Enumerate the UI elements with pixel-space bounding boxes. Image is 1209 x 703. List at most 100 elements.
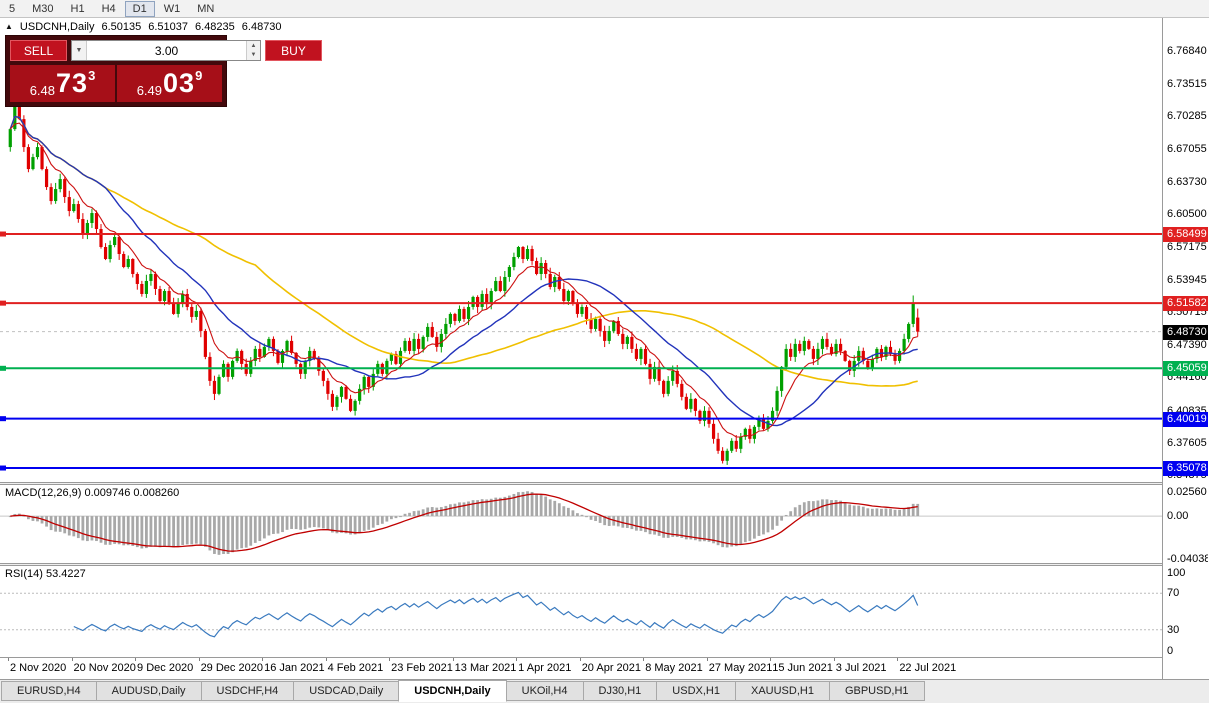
time-axis-label: 3 Jul 2021	[835, 662, 887, 674]
time-tick	[135, 658, 137, 661]
volume-input[interactable]	[87, 41, 246, 60]
price-axis-label: 6.47390	[1167, 339, 1207, 352]
price-axis[interactable]: 6.76840 6.73515 6.70285 6.67055 6.63730 6.605…	[1162, 18, 1208, 679]
level-badge-6.58499: 6.58499	[1163, 227, 1208, 243]
time-axis-label: 20 Nov 2020	[73, 662, 136, 674]
timeframe-button-w1[interactable]: W1	[156, 1, 189, 17]
symbol-arrow-icon: ▲	[5, 22, 13, 31]
price-axis-label: 6.60500	[1167, 208, 1207, 221]
chart-tabbar: EURUSD,H4 AUDUSD,Daily USDCHF,H4 USDCAD,Dai…	[0, 679, 1209, 703]
chart-ohlc-header: ▲ USDCNH,Daily 6.50135 6.51037 6.48235 6…	[5, 21, 282, 33]
tab-usdcad-daily[interactable]: USDCAD,Daily	[293, 681, 400, 701]
one-click-trading-widget: SELL ▼ ▲ ▼ BUY 6.48	[6, 36, 322, 106]
timeframe-button-5[interactable]: 5	[1, 1, 23, 17]
chart-panes: ▲ USDCNH,Daily 6.50135 6.51037 6.48235 6…	[0, 18, 1162, 679]
buy-price[interactable]: 6.49 03 9	[117, 65, 222, 102]
rsi-label: RSI(14) 53.4227	[5, 568, 86, 580]
macd-svg	[0, 491, 1162, 555]
timeframe-button-h4[interactable]: H4	[94, 1, 124, 17]
ohlc-low: 6.48235	[195, 21, 235, 33]
time-tick	[452, 658, 454, 661]
sell-price-sup: 3	[88, 68, 96, 83]
price-axis-label: 6.53945	[1167, 273, 1207, 286]
time-axis-label: 23 Feb 2021	[391, 662, 453, 674]
macd-pane[interactable]: MACD(12,26,9) 0.009746 0.008260	[0, 485, 1162, 563]
time-tick	[833, 658, 835, 661]
pane-splitter-2[interactable]	[0, 563, 1162, 566]
price-axis-label: 6.37605	[1167, 436, 1207, 449]
time-tick	[579, 658, 581, 661]
volume-down-button[interactable]: ▼	[247, 50, 260, 60]
rsi-axis-label: 100	[1167, 567, 1186, 579]
price-chart-pane[interactable]: ▲ USDCNH,Daily 6.50135 6.51037 6.48235 6…	[0, 18, 1162, 482]
buy-price-big: 03	[163, 68, 196, 98]
price-axis-label: 6.73515	[1167, 77, 1207, 90]
time-axis[interactable]: 2 Nov 2020 20 Nov 2020 9 Dec 2020 29 Dec 20…	[0, 657, 1162, 677]
tab-usdcnh-daily[interactable]: USDCNH,Daily	[398, 680, 507, 702]
rsi-axis-label: 0	[1167, 645, 1174, 657]
time-tick	[325, 658, 327, 661]
tab-xauusd-h1[interactable]: XAUUSD,H1	[734, 681, 830, 701]
rsi-pane[interactable]: RSI(14) 53.4227	[0, 566, 1162, 657]
rsi-svg	[0, 591, 1162, 638]
sell-price-big: 73	[56, 68, 89, 98]
time-axis-label: 22 Jul 2021	[899, 662, 957, 674]
level-badge-6.45059: 6.45059	[1163, 361, 1208, 377]
timeframe-button-h1[interactable]: H1	[63, 1, 93, 17]
timeframe-button-m30[interactable]: M30	[24, 1, 61, 17]
pane-splitter-1[interactable]	[0, 482, 1162, 485]
ohlc-close: 6.48730	[241, 21, 282, 33]
volume-box: ▼ ▲ ▼	[71, 40, 261, 61]
tab-usdchf-h4[interactable]: USDCHF,H4	[200, 681, 295, 701]
macd-axis-label: -0.04038	[1167, 552, 1208, 565]
tab-eurusd-h4[interactable]: EURUSD,H4	[1, 681, 97, 701]
time-axis-label: 2 Nov 2020	[10, 662, 67, 674]
time-axis-label: 1 Apr 2021	[518, 662, 572, 674]
time-tick	[71, 658, 73, 661]
time-axis-label: 13 Mar 2021	[454, 662, 517, 674]
price-axis-label: 6.63730	[1167, 175, 1207, 188]
timeframe-button-d1[interactable]: D1	[124, 0, 155, 17]
macd-axis-label: 0.02560	[1167, 486, 1207, 498]
price-axis-label: 6.57175	[1167, 241, 1207, 254]
tab-dj30-h1[interactable]: DJ30,H1	[582, 681, 658, 701]
buy-price-sup: 9	[195, 68, 203, 83]
buy-price-prefix: 6.49	[136, 83, 163, 98]
sell-button[interactable]: SELL	[10, 40, 67, 61]
volume-up-button[interactable]: ▲	[247, 41, 260, 51]
time-axis-label: 20 Apr 2021	[581, 662, 642, 674]
level-badge-6.40019: 6.40019	[1163, 411, 1208, 427]
tab-usdx-h1[interactable]: USDX,H1	[656, 681, 736, 701]
price-axis-label: 6.67055	[1167, 142, 1207, 155]
tab-ukoil-h4[interactable]: UKOil,H4	[505, 681, 584, 701]
macd-label: MACD(12,26,9) 0.009746 0.008260	[5, 487, 180, 499]
time-tick	[897, 658, 899, 661]
time-tick	[706, 658, 708, 661]
chart-symbol: USDCNH,Daily	[19, 21, 95, 33]
rsi-axis-label: 30	[1167, 623, 1180, 636]
buy-button[interactable]: BUY	[265, 40, 322, 61]
sell-price[interactable]: 6.48 73 3	[10, 65, 115, 102]
level-badge-6.35078: 6.35078	[1163, 461, 1208, 477]
price-axis-label: 6.76840	[1167, 44, 1207, 57]
time-tick	[770, 658, 772, 661]
level-badge-6.51582: 6.51582	[1163, 296, 1208, 312]
macd-axis-label: 0.00	[1167, 510, 1189, 523]
time-tick	[262, 658, 264, 661]
time-axis-label: 16 Jan 2021	[264, 662, 325, 674]
price-chart-svg[interactable]	[0, 18, 1162, 482]
current-price-badge: 6.48730	[1163, 324, 1208, 340]
timeframe-button-mn[interactable]: MN	[189, 1, 222, 17]
ohlc-open: 6.50135	[101, 21, 142, 33]
time-axis-label: 15 Jun 2021	[772, 662, 833, 674]
time-axis-label: 9 Dec 2020	[137, 662, 194, 674]
time-tick	[643, 658, 645, 661]
sell-price-prefix: 6.48	[29, 83, 56, 98]
timeframe-toolbar: 5 M30 H1 H4 D1 W1 MN	[0, 0, 1209, 18]
tab-gbpusd-h1[interactable]: GBPUSD,H1	[828, 681, 925, 701]
time-tick	[389, 658, 391, 661]
volume-dropdown-icon[interactable]: ▼	[72, 41, 87, 60]
tab-audusd-daily[interactable]: AUDUSD,Daily	[95, 681, 202, 701]
chart-main: ▲ USDCNH,Daily 6.50135 6.51037 6.48235 6…	[0, 18, 1209, 679]
